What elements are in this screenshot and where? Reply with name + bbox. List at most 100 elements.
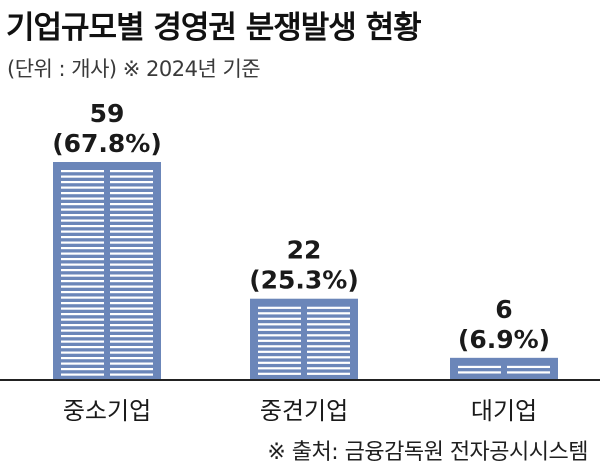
bar-stripe [61,181,104,184]
chart-subtitle: (단위 : 개사) ※ 2024년 기준 [7,57,261,81]
bar-stripe [61,175,104,178]
bar-stripe [61,219,104,222]
bar-stripe [258,334,301,337]
bar-stripe [110,280,153,283]
bar-stripe [61,285,104,288]
bar-stripe [61,252,104,255]
bar-stripe [307,306,350,309]
bar-stripe [110,258,153,261]
value-label-0: 59 [90,99,125,128]
bar-stripe [61,258,104,261]
bar-stripe [110,252,153,255]
bar-stripe [258,367,301,370]
bar-stripe [258,339,301,342]
value-label-1: 22 [287,236,322,265]
bar-stripe [61,197,104,200]
bar-stripe [110,175,153,178]
bar-stripe [110,346,153,349]
bar-stripe [110,318,153,321]
bar-stripe [110,186,153,189]
bar-stripe [258,306,301,309]
bar-stripe [110,324,153,327]
source-note: ※ 출처: 금융감독원 전자공시시스템 [267,440,588,465]
bar-stripe [61,368,104,371]
bar-stripe [110,241,153,244]
bar-stripe [110,247,153,250]
bar-stripe [110,335,153,338]
bar-stripe [307,323,350,326]
bar-stripe [507,371,550,374]
bar-stripe [110,340,153,343]
bar-stripe [307,367,350,370]
bar-stripe [61,280,104,283]
bar-stripe [61,203,104,206]
bar-stripe [61,313,104,316]
bar-stripe [110,170,153,173]
bar-stripe [61,236,104,239]
chart-title: 기업규모별 경영권 분쟁발생 현황 [6,10,422,46]
bar-stripe [110,269,153,272]
bar-stripe [458,371,501,374]
bar-stripe [258,372,301,375]
bar-stripe [61,208,104,211]
bar-stripe [61,170,104,173]
bar-stripe [307,339,350,342]
percent-label-1: (25.3%) [249,266,359,295]
bar-stripe [61,296,104,299]
bar-stripe [61,269,104,272]
bar-stripe [61,318,104,321]
bar-stripe [458,365,501,369]
bar-stripe [110,302,153,305]
bar-stripe [110,329,153,332]
bar-stripe [110,357,153,360]
bar-stripe [110,203,153,206]
bar-stripe [61,346,104,349]
bar-stripe [61,263,104,266]
bar-stripe [110,351,153,354]
value-label-2: 6 [495,295,512,324]
category-label-2: 대기업 [471,397,537,425]
bar-stripe [61,324,104,327]
bar-stripe [110,263,153,266]
bar-stripe [307,361,350,364]
bar-stripe [507,365,550,369]
bar-stripe [258,323,301,326]
bar-stripe [258,361,301,364]
bar-stripe [61,230,104,233]
bar-stripe [61,214,104,217]
bar-stripe [307,350,350,353]
bar-stripe [110,225,153,228]
bar-stripe [110,181,153,184]
bar-stripe [307,328,350,331]
bar-stripe [61,351,104,354]
bar-stripe [258,312,301,315]
bar-stripe [258,317,301,320]
bar-stripe [307,334,350,337]
bar-stripe [61,247,104,250]
percent-label-2: (6.9%) [458,325,550,354]
bar-stripe [110,373,153,376]
bar-stripe [61,274,104,277]
bar-stripe [307,356,350,359]
bar-stripe [61,192,104,195]
bar-stripe [61,362,104,365]
bar-stripe [110,197,153,200]
bar-stripe [61,186,104,189]
bar-stripe [110,307,153,310]
bar-stripe [258,328,301,331]
bar-stripe [307,317,350,320]
bar-stripe [258,356,301,359]
bar-stripe [61,357,104,360]
bar-stripe [258,345,301,348]
bar-stripe [110,236,153,239]
bar-stripe [110,192,153,195]
bar-stripe [110,208,153,211]
category-label-1: 중견기업 [260,397,348,425]
bar-stripe [61,291,104,294]
bar-2 [450,357,558,380]
bar-stripe [61,225,104,228]
bar-stripe [61,302,104,305]
bar-stripe [307,345,350,348]
percent-label-0: (67.8%) [52,129,162,158]
